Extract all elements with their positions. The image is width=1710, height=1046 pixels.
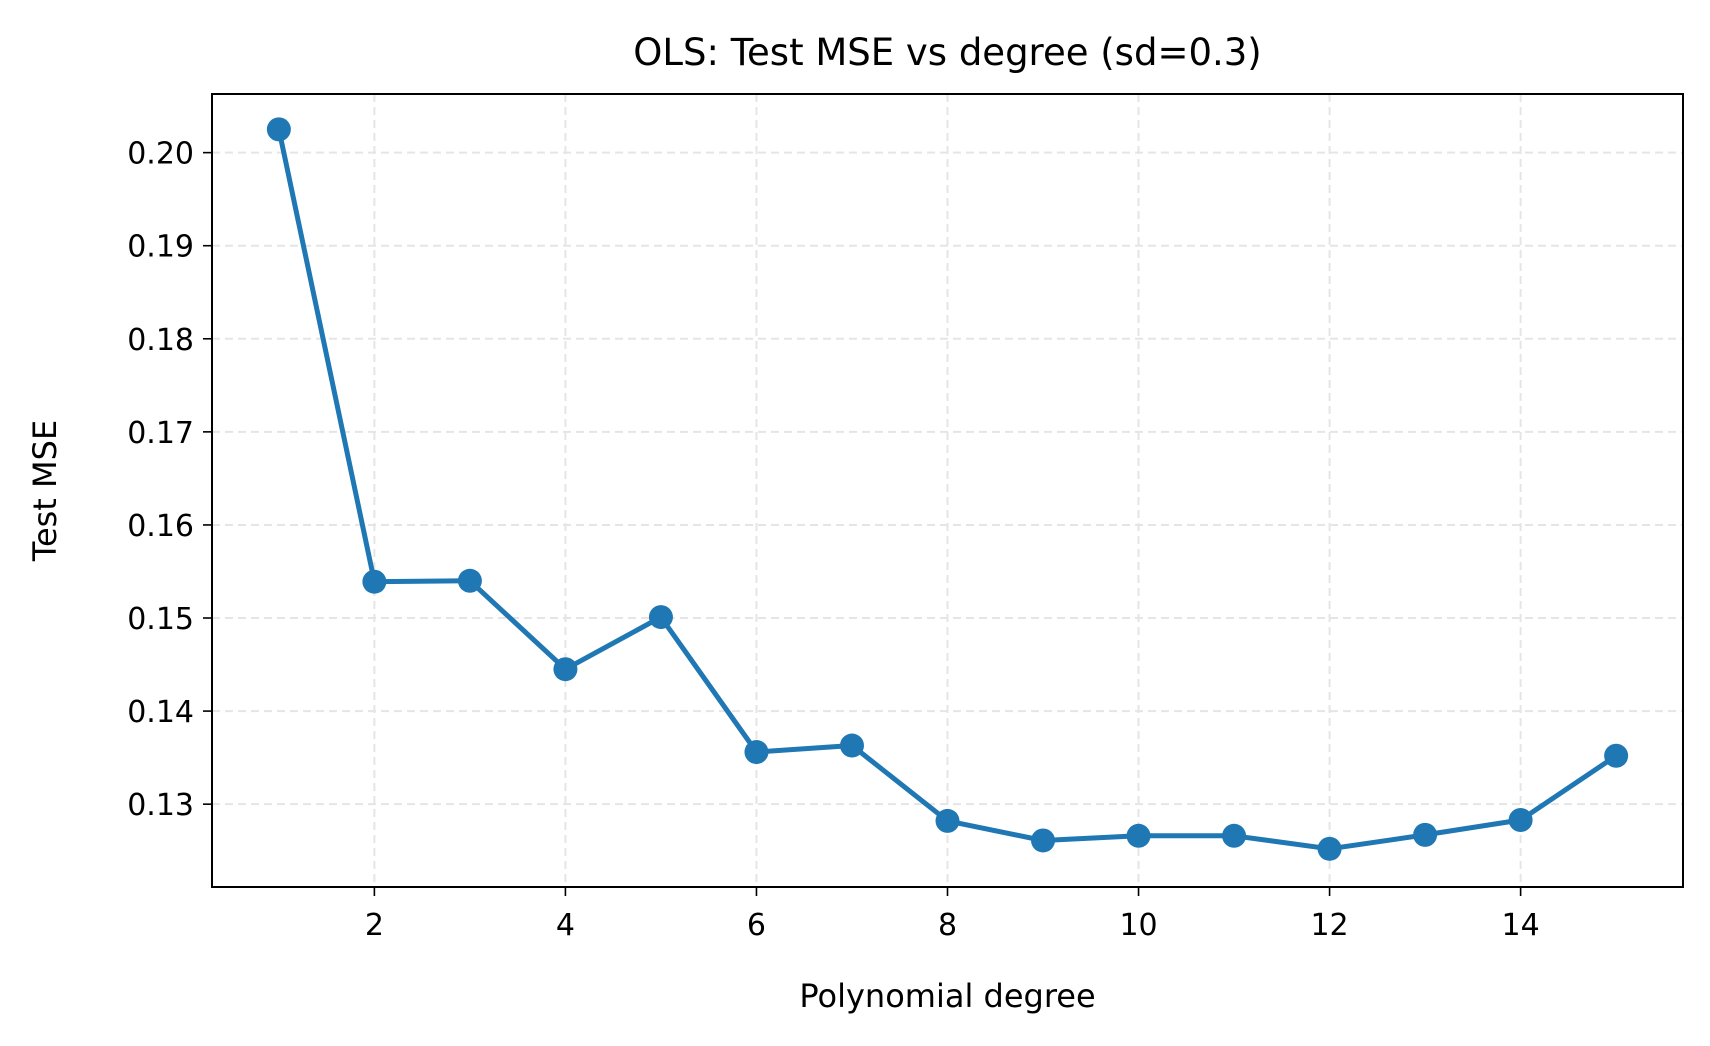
- series-layer: [266, 117, 1629, 861]
- data-point: [457, 568, 482, 593]
- data-point: [1222, 823, 1247, 848]
- y-tick-label: 0.19: [127, 230, 194, 265]
- y-tick-label: 0.17: [127, 416, 194, 451]
- y-tick-label: 0.14: [127, 695, 194, 730]
- x-axis-ticks: 2 4 6 8 10 12 14: [365, 887, 1540, 943]
- x-tick-label: 2: [365, 908, 384, 943]
- x-tick-label: 8: [938, 908, 957, 943]
- data-point: [744, 740, 769, 765]
- data-point: [839, 733, 864, 758]
- x-tick-label: 6: [747, 908, 766, 943]
- y-axis-ticks: 0.13 0.14 0.15 0.16 0.17 0.18 0.19 0.20: [127, 137, 212, 823]
- x-tick-label: 12: [1310, 908, 1348, 943]
- x-tick-label: 14: [1502, 908, 1540, 943]
- y-tick-label: 0.15: [127, 602, 194, 637]
- data-point: [648, 605, 673, 630]
- data-point: [1413, 822, 1438, 847]
- x-axis-title: Polynomial degree: [799, 977, 1095, 1015]
- chart-title: OLS: Test MSE vs degree (sd=0.3): [633, 31, 1261, 74]
- y-tick-label: 0.16: [127, 509, 194, 544]
- data-point: [1126, 823, 1151, 848]
- grid-lines: [212, 94, 1683, 887]
- data-point: [1604, 743, 1629, 768]
- data-point: [553, 657, 578, 682]
- x-tick-label: 10: [1119, 908, 1157, 943]
- data-point: [266, 117, 291, 142]
- data-point: [1031, 828, 1056, 853]
- data-point: [1317, 836, 1342, 861]
- y-tick-label: 0.20: [127, 137, 194, 172]
- data-point: [935, 808, 960, 833]
- y-tick-label: 0.18: [127, 323, 194, 358]
- data-point: [362, 569, 387, 594]
- y-tick-label: 0.13: [127, 788, 194, 823]
- data-point: [1508, 807, 1533, 832]
- x-tick-label: 4: [556, 908, 575, 943]
- y-axis-title: Test MSE: [26, 420, 64, 562]
